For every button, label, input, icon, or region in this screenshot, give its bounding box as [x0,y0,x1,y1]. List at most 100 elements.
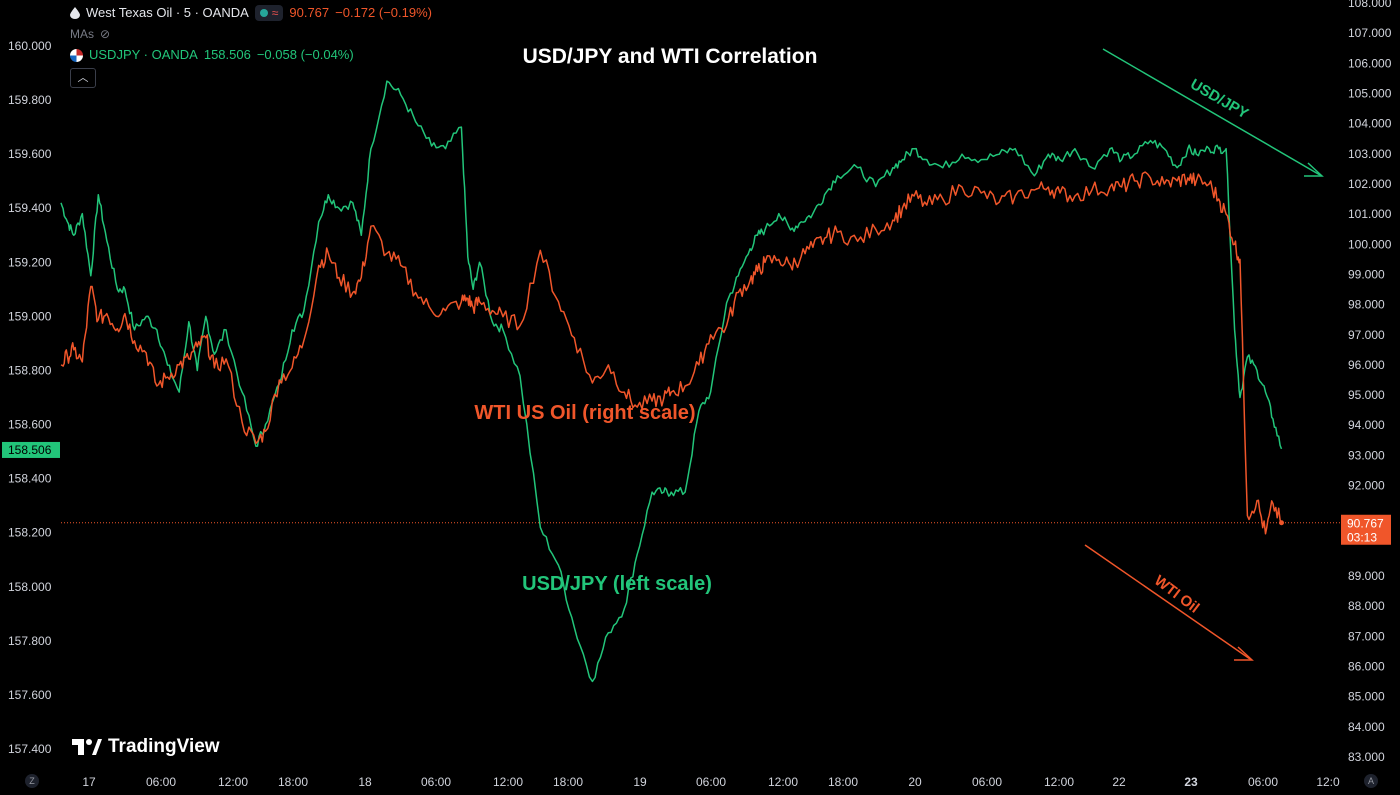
left-axis-tick-label: 157.400 [8,742,52,756]
left-axis-tick-label: 159.800 [8,93,52,107]
right-axis-tick-label: 97.000 [1348,328,1385,342]
usdjpy-trend-arrow [1102,48,1321,176]
left-axis-tick-label: 157.800 [8,634,52,648]
time-axis-tick-label: 17 [82,775,96,789]
time-axis-tick-label: 12:00 [768,775,798,789]
right-axis-tick-label: 102.000 [1348,177,1392,191]
right-axis-tick-label: 108.000 [1348,0,1392,10]
mas-label: MAs [70,27,94,41]
legend-main-row[interactable]: West Texas Oil · 5 · OANDA ≈ 90.767 −0.1… [70,4,432,22]
usdjpy-arrow-head-icon [1304,162,1324,177]
right-axis-tick-label: 103.000 [1348,147,1392,161]
tradingview-logo-text: TradingView [108,736,220,757]
timezone-button[interactable]: Z [25,774,39,788]
right-axis-tick-label: 93.000 [1348,448,1385,462]
left-axis-tick-label: 159.600 [8,147,52,161]
wti-last-point [1278,520,1284,526]
time-axis-tick-label: 18:00 [278,775,308,789]
right-axis-tick-label: 94.000 [1348,418,1385,432]
second-symbol-label: USDJPY · OANDA [89,47,198,62]
right-current-price-badge [1341,514,1391,545]
left-axis-tick-label: 159.200 [8,255,52,269]
left-axis-tick-label: 159.400 [8,201,52,215]
time-axis-tick-label: 06:00 [972,775,1002,789]
time-axis-tick-label: 06:00 [1248,775,1278,789]
right-axis-tick-label: 87.000 [1348,629,1385,643]
right-axis-tick-label: 104.000 [1348,117,1392,131]
right-axis-tick-label: 96.000 [1348,358,1385,372]
time-axis-tick-label: 06:00 [696,775,726,789]
mas-row[interactable]: MAs ⊘ [70,25,432,43]
main-price: 90.767 [289,5,330,20]
left-axis-tick-label: 158.200 [8,526,52,540]
wti-arrow-head-icon [1234,646,1254,661]
time-axis-tick-label: 18:00 [828,775,858,789]
chart-legend: West Texas Oil · 5 · OANDA ≈ 90.767 −0.1… [70,4,432,88]
right-current-price-label: 90.767 [1347,517,1384,531]
right-price-axis[interactable]: 108.000 107.000 106.000 105.000 104.000 103.0… [1341,0,1392,764]
series-layer [60,80,1284,683]
right-axis-tick-label: 83.000 [1348,750,1385,764]
time-axis-tick-label: 12:00 [493,775,523,789]
left-axis-tick-label: 160.000 [8,39,52,53]
usdjpy-scale-annotation: USD/JPY (left scale) [522,573,712,595]
us-jp-flag-icon [70,48,83,62]
auto-scale-button[interactable]: A [1364,774,1378,788]
second-price: 158.506 [203,47,251,62]
left-axis-tick-label: 158.800 [8,363,52,377]
left-axis-tick-label: 159.000 [8,309,52,323]
main-change: −0.172 (−0.19%) [335,5,432,20]
time-axis-tick-label: 06:00 [421,775,451,789]
right-axis-tick-label: 85.000 [1348,690,1385,704]
tradingview-logo[interactable]: TradingView [72,736,220,758]
status-pill[interactable]: ≈ [254,5,284,21]
left-axis-tick-label: 157.600 [8,688,52,702]
right-axis-tick-label: 84.000 [1348,720,1385,734]
time-axis-tick-label: 12:00 [218,775,248,789]
wti-trend-arrow [1084,544,1251,660]
time-axis-tick-label: 06:00 [146,775,176,789]
left-axis-tick-label: 158.000 [8,580,52,594]
left-axis-tick-label: 158.400 [8,472,52,486]
left-current-price-label: 158.506 [8,443,52,457]
usdjpy-series-line [60,80,1283,683]
time-axis-tick-label: 23 [1184,775,1198,789]
right-axis-tick-label: 106.000 [1348,56,1392,70]
time-axis-tick-label: 18:00 [553,775,583,789]
main-symbol-label: West Texas Oil · 5 · OANDA [86,5,249,20]
second-change: −0.058 (−0.04%) [256,47,354,62]
tradingview-logo-icon [72,739,102,755]
right-axis-tick-label: 88.000 [1348,599,1385,613]
time-axis[interactable]: 17 06:00 12:00 18:00 18 06:00 12:00 18:00 19 06:0… [82,775,1340,789]
time-axis-tick-label: 20 [908,775,922,789]
left-axis-tick-label: 158.600 [8,418,52,432]
usdjpy-arrow-label: USD/JPY [1187,76,1251,123]
right-axis-tick-label: 86.000 [1348,660,1385,674]
chevron-up-icon: ︿ [77,72,89,84]
right-axis-tick-label: 98.000 [1348,298,1385,312]
chart-title: USD/JPY and WTI Correlation [523,45,818,68]
wti-series-line [60,171,1283,535]
right-axis-tick-label: 107.000 [1348,26,1392,40]
time-axis-tick-label: 12:00 [1044,775,1074,789]
right-axis-tick-label: 101.000 [1348,207,1392,221]
left-price-axis[interactable]: 160.000 159.800 159.600 159.400 159.200 159.0… [2,39,60,756]
right-countdown-label: 03:13 [1347,531,1377,545]
annotation-layer: USD/JPY and WTI Correlation WTI US Oil (… [474,45,1324,661]
oil-drop-icon [70,7,80,19]
time-axis-tick-label: 12:0 [1316,775,1340,789]
right-axis-tick-label: 99.000 [1348,267,1385,281]
eye-off-icon[interactable]: ⊘ [100,27,111,41]
right-axis-tick-label: 95.000 [1348,388,1385,402]
collapse-legend-button[interactable]: ︿ [70,68,96,88]
wti-scale-annotation: WTI US Oil (right scale) [474,402,695,424]
time-axis-tick-label: 19 [633,775,647,789]
left-current-price-badge [2,441,60,458]
wave-icon: ≈ [271,6,279,20]
time-axis-tick-label: 22 [1112,775,1126,789]
right-axis-tick-label: 89.000 [1348,569,1385,583]
right-axis-tick-label: 105.000 [1348,86,1392,100]
legend-second-row[interactable]: USDJPY · OANDA 158.506 −0.058 (−0.04%) [70,46,432,64]
time-axis-tick-label: 18 [358,775,372,789]
